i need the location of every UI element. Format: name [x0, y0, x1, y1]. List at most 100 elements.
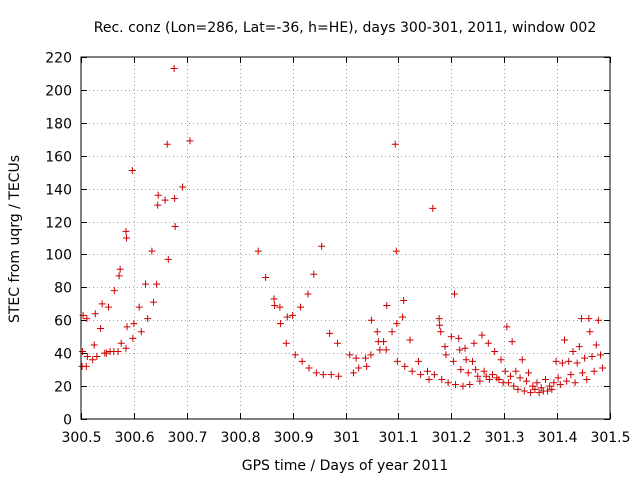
data-point [569, 348, 577, 356]
data-point [163, 140, 171, 148]
data-point [552, 357, 560, 365]
data-point [435, 315, 443, 323]
data-point [101, 349, 109, 357]
data-point [489, 371, 497, 379]
data-point [516, 374, 524, 382]
x-tick-label: 300.9 [273, 430, 313, 446]
data-point [586, 328, 594, 336]
data-point [376, 346, 384, 354]
data-point [504, 379, 512, 387]
data-point [588, 352, 596, 360]
y-tick-label: 0 [63, 413, 72, 429]
data-point [554, 374, 562, 382]
data-point [444, 379, 452, 387]
data-point [399, 313, 407, 321]
y-tick-label: 20 [54, 380, 72, 396]
data-point [117, 339, 125, 347]
data-point [142, 280, 150, 288]
data-point [123, 323, 131, 331]
y-tick-label: 40 [54, 347, 72, 363]
data-point [400, 297, 408, 305]
data-point [388, 328, 396, 336]
data-point [276, 303, 284, 311]
data-point [282, 339, 290, 347]
y-tick-label: 200 [45, 84, 72, 100]
data-point [352, 354, 360, 362]
data-point [93, 352, 101, 360]
data-point [171, 195, 179, 203]
data-point [423, 367, 431, 375]
data-point [495, 376, 503, 384]
data-point [382, 346, 390, 354]
data-point [97, 325, 105, 332]
data-point [468, 357, 476, 365]
y-tick-label: 140 [45, 183, 72, 199]
data-point [442, 351, 450, 359]
data-point [129, 334, 137, 342]
data-point [161, 196, 169, 204]
data-point [291, 351, 299, 359]
x-tick-label: 300.5 [61, 430, 101, 446]
data-point [527, 389, 535, 397]
data-point [567, 371, 575, 379]
data-point [393, 320, 401, 328]
data-point [363, 362, 371, 370]
data-point [415, 357, 423, 365]
data-point [425, 376, 433, 384]
data-point [122, 227, 130, 235]
axis-ticks [81, 57, 611, 420]
data-point [480, 367, 488, 375]
data-point [106, 348, 114, 356]
data-point [449, 357, 457, 365]
data-point [497, 356, 505, 364]
data-point [464, 369, 472, 377]
data-point [318, 242, 326, 250]
data-point [478, 331, 486, 339]
data-point [319, 371, 327, 379]
y-axis-label: STEC from uqrg / TECUs [7, 155, 23, 323]
data-point [484, 339, 492, 347]
data-point [485, 376, 493, 384]
data-point [82, 362, 90, 370]
data-point [561, 336, 569, 344]
data-point [472, 366, 480, 374]
data-point [304, 290, 312, 298]
data-point [122, 344, 130, 352]
data-point [346, 351, 354, 359]
data-point [533, 379, 541, 387]
y-tick-label: 220 [45, 51, 72, 67]
data-point [514, 385, 522, 393]
data-point [393, 357, 401, 365]
data-point [367, 316, 375, 324]
data-point [510, 382, 518, 390]
x-tick-label: 300.6 [114, 430, 154, 446]
data-point [262, 273, 270, 281]
x-tick-label: 300.7 [167, 430, 207, 446]
y-tick-labels: 0 20 40 60 80 100 120 140 160 180 200 220 [45, 51, 72, 429]
data-point [474, 372, 482, 380]
data-point [115, 272, 123, 280]
data-point [518, 356, 526, 364]
data-point [179, 183, 187, 191]
data-point [270, 295, 278, 303]
data-point [154, 191, 162, 199]
data-point [91, 310, 99, 318]
data-point [367, 351, 375, 359]
data-point [450, 290, 458, 298]
data-point [459, 382, 467, 390]
data-point [144, 315, 152, 323]
data-point [503, 323, 511, 331]
data-point [462, 356, 470, 364]
data-point [565, 357, 573, 365]
x-axis-label: GPS time / Days of year 2011 [242, 458, 449, 474]
data-point [128, 167, 136, 175]
data-point [491, 348, 499, 356]
data-point [90, 341, 98, 349]
data-point [476, 377, 484, 385]
x-tick-label: 301.2 [431, 430, 471, 446]
data-point [461, 344, 469, 352]
data-point [507, 372, 515, 380]
data-point [429, 204, 437, 212]
data-point [577, 315, 585, 323]
data-point [149, 298, 157, 306]
